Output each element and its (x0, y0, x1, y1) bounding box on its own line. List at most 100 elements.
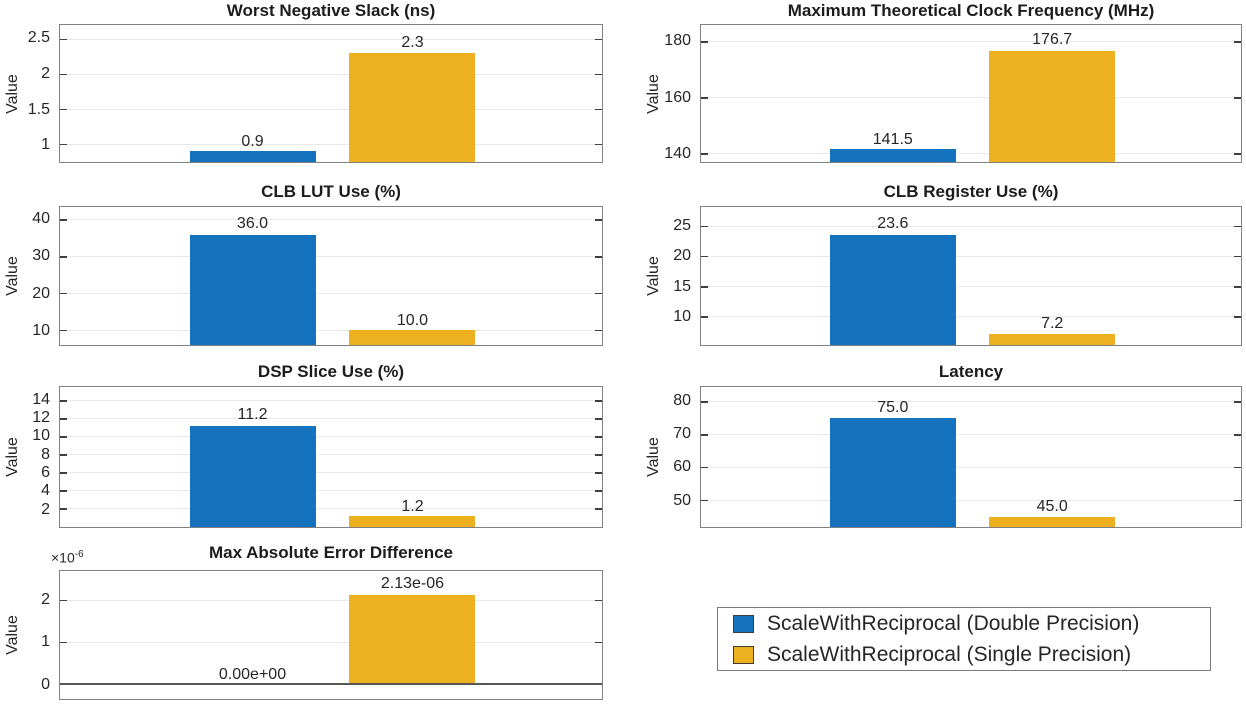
gridline (60, 38, 602, 40)
y-tick-label: 30 (32, 247, 50, 265)
bar-double-precision (830, 234, 957, 345)
y-axis-label: Value (4, 256, 21, 296)
bar-value-label: 0.00e+00 (218, 666, 287, 684)
y-tick-label: 60 (673, 458, 691, 476)
legend-item-scalewithreciprocal-single-precision: ScaleWithReciprocal (Single Precision) (733, 641, 1210, 668)
y-tick-label: 2 (41, 590, 50, 608)
y-tick-mark-right (595, 508, 602, 510)
y-tick-mark (701, 41, 708, 43)
gridline (60, 73, 602, 75)
chart-title: CLB Register Use (%) (883, 182, 1059, 201)
gridline (701, 434, 1241, 436)
y-tick-mark (60, 490, 67, 492)
y-tick-label: 6 (41, 464, 50, 482)
bar-double-precision (189, 425, 317, 527)
gridline (60, 108, 602, 110)
y-tick-label: 1 (41, 136, 50, 154)
y-tick-mark (701, 225, 708, 228)
y-tick-label: 160 (664, 88, 691, 106)
plot-area (59, 570, 603, 700)
y-tick-mark-right (595, 683, 602, 686)
y-tick-mark (701, 153, 708, 155)
y-axis-label: Value (4, 615, 21, 655)
y-tick-label: 20 (673, 247, 691, 265)
y-tick-label: 180 (664, 32, 691, 50)
gridline (60, 400, 602, 402)
y-tick-mark-right (595, 219, 602, 221)
y-tick-mark (60, 108, 67, 111)
gridline (701, 255, 1241, 257)
y-tick-mark (701, 466, 708, 469)
bar-double-precision (189, 151, 317, 162)
y-tick-mark (701, 499, 708, 502)
y-tick-mark (60, 219, 67, 221)
bar-double-precision (830, 149, 957, 162)
y-tick-label: 0 (41, 676, 50, 694)
y-tick-mark (701, 97, 708, 99)
y-tick-mark (60, 143, 67, 146)
y-tick-mark (60, 38, 67, 41)
y-axis-multiplier: ×10-6 (51, 549, 84, 566)
y-tick-label: 15 (673, 277, 691, 295)
y-tick-label: 1.5 (27, 100, 50, 118)
multiplier-exponent: -6 (74, 549, 84, 560)
multiplier-base: ×10 (51, 549, 75, 566)
bar-double-precision (830, 418, 957, 527)
bar-value-label: 36.0 (236, 215, 269, 232)
bar-value-label: 10.0 (396, 312, 429, 330)
y-tick-mark (60, 472, 67, 474)
y-tick-label: 140 (664, 145, 691, 163)
y-axis-label: Value (645, 73, 662, 114)
y-tick-label: 1 (41, 633, 50, 651)
zero-baseline (60, 683, 602, 686)
y-tick-label: 50 (673, 491, 691, 509)
bar-value-label: 1.2 (401, 498, 424, 515)
y-tick-mark-right (595, 418, 602, 420)
bar-single-precision (348, 53, 476, 162)
y-axis-label: Value (4, 437, 21, 477)
y-tick-label: 12 (32, 409, 50, 427)
gridline (701, 466, 1241, 468)
y-tick-mark-right (1234, 286, 1241, 288)
y-tick-mark (60, 329, 67, 332)
chart-title: CLB LUT Use (%) (261, 182, 401, 201)
bar-value-label: 2.13e-06 (380, 575, 445, 593)
plot-area (59, 386, 603, 528)
bar-value-label: 45.0 (1036, 498, 1068, 516)
gridline (60, 599, 602, 601)
y-tick-label: 25 (673, 216, 691, 234)
y-tick-label: 10 (673, 308, 691, 326)
y-axis-label: Value (645, 256, 662, 296)
y-tick-mark (701, 316, 708, 318)
plot-area (59, 206, 603, 346)
gridline (60, 683, 602, 685)
legend-item-scalewithreciprocal-double-precision: ScaleWithReciprocal (Double Precision) (733, 610, 1210, 637)
y-tick-mark (60, 400, 67, 402)
y-tick-mark-right (1234, 316, 1241, 318)
y-tick-label: 70 (673, 425, 691, 443)
y-tick-label: 4 (41, 482, 50, 500)
bar-value-label: 75.0 (877, 398, 909, 416)
chart-title: Worst Negative Slack (ns) (226, 1, 436, 20)
y-tick-mark-right (1234, 255, 1241, 258)
gridline (60, 508, 602, 510)
legend-label: ScaleWithReciprocal (Single Precision) (767, 643, 1132, 666)
chart-title: Max Absolute Error Difference (208, 543, 454, 562)
plot-area (59, 24, 603, 163)
y-tick-mark (60, 683, 67, 686)
y-tick-mark-right (595, 490, 602, 492)
gridline (60, 490, 602, 492)
y-tick-mark (701, 286, 708, 288)
y-tick-mark-right (595, 108, 602, 111)
bar-single-precision (988, 333, 1115, 345)
bar-value-label: 176.7 (1032, 31, 1073, 49)
gridline (701, 401, 1241, 403)
y-tick-mark-right (595, 599, 602, 602)
y-tick-mark-right (595, 73, 602, 76)
gridline (701, 499, 1241, 501)
y-tick-mark (60, 454, 67, 456)
bar-single-precision (348, 516, 476, 527)
plot-area (700, 206, 1242, 346)
gridline (60, 143, 602, 145)
